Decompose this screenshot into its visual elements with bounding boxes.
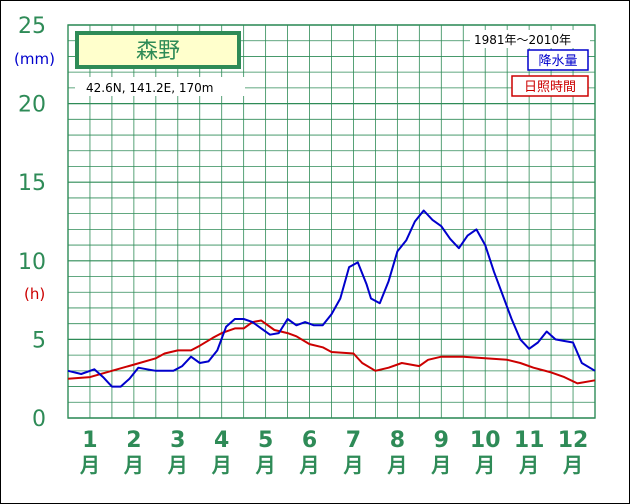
chart-title: 森野 bbox=[136, 39, 180, 64]
x-tick-month-suffix: 月 bbox=[386, 453, 407, 477]
y-tick-label: 0 bbox=[32, 407, 46, 432]
period-label: 1981年〜2010年 bbox=[474, 33, 571, 47]
x-tick-month-suffix: 月 bbox=[123, 453, 144, 477]
x-tick-month-suffix: 月 bbox=[255, 453, 276, 477]
title-box: 森野 bbox=[75, 31, 241, 69]
unit-mm-label: (mm) bbox=[14, 50, 55, 68]
legend-sun: 日照時間 bbox=[511, 75, 589, 97]
legend-precip-box bbox=[527, 49, 589, 71]
x-tick-month-suffix: 月 bbox=[430, 453, 451, 477]
x-tick-month-number: 1 bbox=[82, 428, 97, 453]
x-tick-month-suffix: 月 bbox=[562, 453, 583, 477]
y-tick-label: 25 bbox=[18, 14, 46, 39]
legend-precip: 降水量 bbox=[527, 49, 589, 71]
x-tick-month-suffix: 月 bbox=[518, 453, 539, 477]
location-bg bbox=[75, 77, 245, 96]
x-tick-month-number: 11 bbox=[514, 428, 545, 453]
legend-precip-label: 降水量 bbox=[538, 54, 577, 69]
x-tick-month-number: 7 bbox=[346, 428, 361, 453]
x-tick-month-suffix: 月 bbox=[79, 453, 100, 477]
legend-sun-label: 日照時間 bbox=[524, 80, 576, 95]
y-tick-labels: 0 5 10 15 20 25 bbox=[18, 14, 46, 432]
x-tick-month-number: 8 bbox=[390, 428, 405, 453]
y-tick-label: 10 bbox=[18, 250, 46, 275]
plot-border bbox=[67, 24, 596, 419]
legend-sun-box bbox=[511, 75, 589, 97]
x-tick-month-number: 3 bbox=[170, 428, 185, 453]
series-line-sunshine bbox=[67, 319, 596, 385]
series-lines bbox=[67, 209, 596, 388]
period-bg bbox=[470, 30, 590, 48]
x-tick-month-suffix: 月 bbox=[342, 453, 363, 477]
y-tick-label: 15 bbox=[18, 171, 46, 196]
y-tick-label: 5 bbox=[32, 328, 46, 353]
location-label: 42.6N, 141.2E, 170m bbox=[86, 81, 213, 95]
x-tick-month-suffix: 月 bbox=[299, 453, 320, 477]
y-tick-label: 20 bbox=[18, 93, 46, 118]
x-tick-month-number: 9 bbox=[434, 428, 449, 453]
x-tick-month-number: 5 bbox=[258, 428, 273, 453]
x-tick-month-suffix: 月 bbox=[167, 453, 188, 477]
x-tick-month-number: 6 bbox=[302, 428, 317, 453]
x-tick-month-suffix: 月 bbox=[474, 453, 495, 477]
unit-h-label: (h) bbox=[24, 285, 45, 303]
x-tick-month-number: 10 bbox=[470, 428, 501, 453]
x-tick-month-number: 2 bbox=[126, 428, 141, 453]
x-tick-month-number: 12 bbox=[558, 428, 589, 453]
title-box-fill bbox=[79, 35, 237, 65]
x-tick-month-suffix: 月 bbox=[211, 453, 232, 477]
x-tick-month-number: 4 bbox=[214, 428, 229, 453]
series-line-precipitation bbox=[67, 209, 596, 388]
